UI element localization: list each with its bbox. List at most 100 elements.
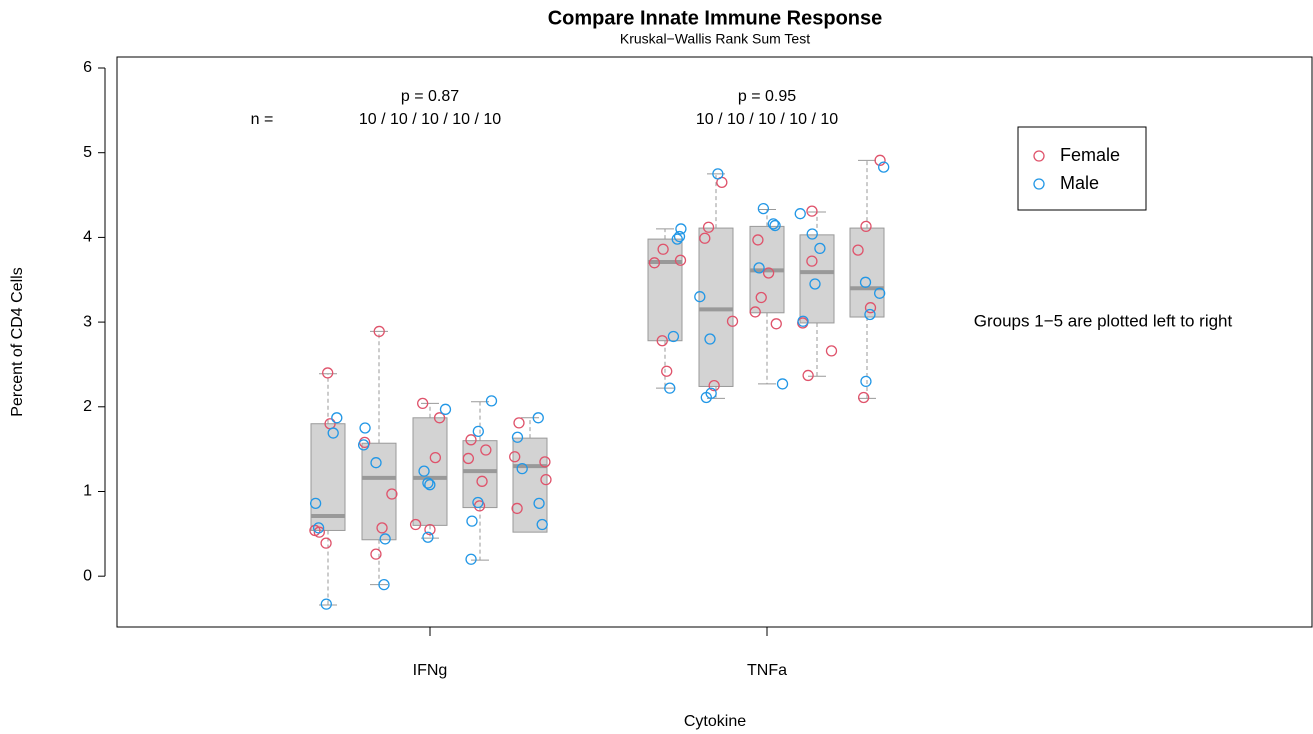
data-point [322, 367, 334, 379]
legend-marker [1033, 178, 1045, 190]
data-point [429, 451, 442, 464]
data-point [704, 333, 716, 345]
data-point [373, 325, 385, 338]
legend-label: Male [1060, 173, 1099, 193]
n-label: 10 / 10 / 10 / 10 / 10 [359, 111, 501, 128]
data-point [806, 205, 818, 217]
data-point [860, 220, 872, 233]
n-prefix: n = [251, 111, 274, 128]
data-point [878, 161, 890, 173]
data-point [511, 431, 524, 443]
data-point [313, 526, 325, 538]
y-tick-label: 0 [83, 567, 92, 584]
box [849, 227, 885, 318]
box [462, 440, 498, 509]
data-point [533, 497, 545, 509]
chart-subtitle: Kruskal−Wallis Rank Sum Test [620, 31, 810, 47]
box [310, 423, 346, 531]
y-tick-label: 3 [83, 313, 92, 330]
data-point [825, 345, 838, 357]
data-point [762, 267, 775, 279]
data-point [536, 518, 548, 531]
data-point [700, 391, 712, 404]
data-point [752, 234, 764, 246]
plot-frame [116, 56, 1313, 628]
data-point [648, 257, 661, 269]
data-point [671, 233, 683, 245]
legend-label: Female [1060, 145, 1120, 165]
data-point [661, 365, 673, 377]
data-point [814, 242, 826, 255]
legend-box [1017, 126, 1147, 211]
data-point [466, 515, 478, 527]
data-point [376, 522, 388, 534]
data-point [424, 523, 436, 536]
data-point [540, 473, 552, 486]
data-point [806, 228, 818, 240]
data-point [472, 496, 484, 509]
box [698, 227, 734, 387]
data-point [753, 262, 765, 274]
data-point [864, 302, 877, 314]
data-point [439, 403, 452, 415]
data-point [462, 452, 475, 465]
data-point [667, 330, 680, 343]
data-point [320, 598, 332, 610]
box [512, 437, 548, 533]
data-point [386, 488, 398, 500]
y-tick-label: 2 [83, 398, 92, 415]
data-point [472, 425, 484, 438]
data-point [702, 221, 715, 233]
data-point [532, 412, 544, 424]
data-point [757, 202, 770, 215]
data-point [513, 417, 525, 429]
data-point [674, 254, 687, 266]
data-point [379, 533, 391, 545]
data-point [770, 318, 782, 330]
y-tick-label: 6 [83, 59, 92, 76]
data-point [309, 497, 322, 509]
n-label: 10 / 10 / 10 / 10 / 10 [696, 111, 838, 128]
data-point [378, 579, 390, 591]
data-point [769, 219, 781, 232]
data-point [312, 522, 325, 534]
data-point [806, 255, 818, 267]
data-point [424, 479, 436, 491]
data-point [327, 427, 339, 439]
data-point [802, 369, 814, 382]
data-point [422, 477, 434, 489]
box [361, 442, 397, 541]
data-point [859, 276, 872, 288]
data-point [418, 465, 430, 477]
data-point [465, 434, 477, 446]
p-label: p = 0.87 [401, 88, 459, 105]
y-tick-label: 1 [83, 483, 92, 500]
chart-title: Compare Innate Immune Response [548, 7, 883, 29]
data-point [858, 391, 870, 404]
box [412, 417, 448, 526]
data-point [516, 462, 528, 475]
data-point [712, 168, 724, 180]
data-point [539, 456, 551, 468]
data-point [422, 531, 434, 543]
data-point [359, 422, 371, 434]
data-point [673, 230, 686, 243]
data-point [433, 412, 446, 424]
data-point [864, 308, 876, 321]
data-point [874, 287, 886, 299]
y-axis-label: Percent of CD4 Cells [9, 267, 26, 416]
data-point [699, 232, 711, 244]
data-point [694, 291, 706, 303]
data-point [370, 457, 382, 469]
data-point [708, 379, 720, 392]
legend-marker [1033, 150, 1045, 162]
data-point [675, 223, 687, 235]
data-point [656, 335, 668, 347]
data-point [465, 553, 477, 565]
data-point [767, 218, 779, 230]
data-point [726, 315, 739, 327]
data-point [657, 243, 669, 255]
data-point [417, 397, 429, 410]
data-point [755, 291, 767, 304]
x-tick-label: TNFa [747, 662, 787, 679]
